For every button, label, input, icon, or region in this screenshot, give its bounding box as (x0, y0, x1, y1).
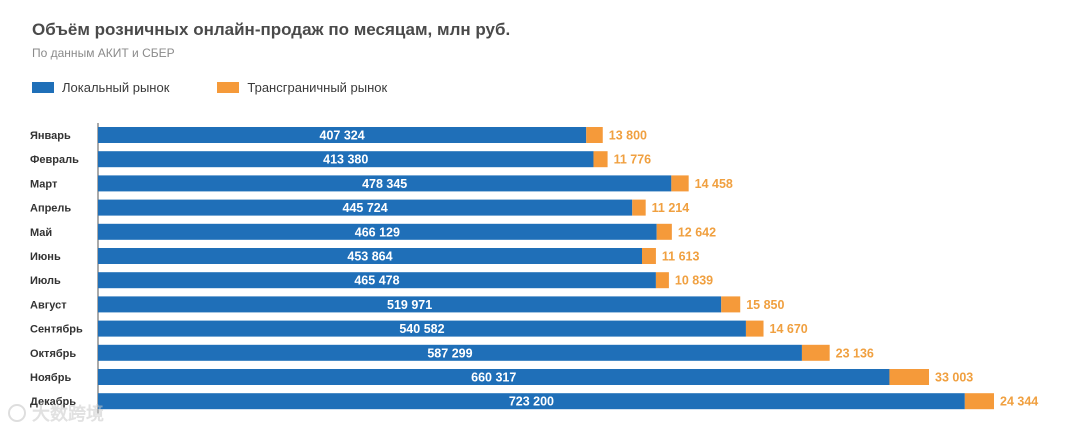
value-label-cross: 11 214 (652, 201, 690, 215)
category-label: Июль (30, 275, 61, 287)
value-label-local: 413 380 (323, 153, 368, 167)
value-label-cross: 14 458 (695, 177, 733, 191)
value-label-local: 723 200 (509, 395, 554, 409)
legend-swatch-local (32, 82, 54, 93)
value-label-cross: 13 800 (609, 129, 647, 143)
bar-local (98, 393, 965, 410)
bar-cross (593, 151, 608, 168)
bar-local (98, 151, 594, 168)
bar-local (98, 248, 642, 264)
value-label-local: 466 129 (355, 225, 400, 239)
chart-legend: Локальный рынок Трансграничный рынок (32, 80, 435, 95)
category-label: Февраль (30, 154, 79, 166)
value-label-cross: 11 613 (662, 250, 700, 264)
legend-item-local: Локальный рынок (32, 80, 169, 95)
value-label-local: 445 724 (343, 201, 388, 215)
value-label-cross: 23 136 (836, 346, 874, 360)
value-label-cross: 12 642 (678, 225, 716, 239)
category-label: Апрель (30, 203, 71, 215)
bar-cross (801, 344, 830, 361)
value-label-local: 407 324 (320, 129, 365, 143)
bar-cross (655, 272, 669, 289)
category-label: Сентябрь (30, 324, 83, 336)
value-label-cross: 33 003 (935, 371, 973, 385)
bar-cross (889, 369, 930, 385)
watermark-text: 大数跨境 (32, 404, 104, 424)
bar-local (98, 223, 657, 240)
value-label-local: 587 299 (427, 346, 472, 360)
bar-cross (586, 127, 603, 143)
value-label-local: 540 582 (399, 322, 444, 336)
bar-local (98, 296, 722, 313)
category-label: Март (30, 178, 58, 190)
logo-circle-icon (8, 404, 26, 422)
value-label-local: 519 971 (387, 298, 432, 312)
bar-cross (964, 393, 994, 410)
legend-label-cross: Трансграничный рынок (247, 80, 388, 95)
category-label: Октябрь (30, 348, 76, 360)
value-label-local: 478 345 (362, 177, 407, 191)
value-label-cross: 15 850 (746, 298, 784, 312)
bar-cross (641, 248, 656, 264)
category-label: Январь (30, 130, 71, 142)
bar-cross (632, 199, 646, 216)
category-label: Август (30, 299, 67, 311)
bar-cross (745, 320, 764, 337)
value-label-local: 453 864 (347, 250, 392, 264)
bar-cross (656, 223, 672, 240)
value-label-local: 465 478 (354, 274, 399, 288)
legend-label-local: Локальный рынок (62, 80, 170, 95)
category-label: Ноябрь (30, 372, 71, 384)
bar-local (98, 175, 672, 192)
bar-local (98, 272, 656, 289)
value-label-local: 660 317 (471, 371, 516, 385)
bar-local (98, 320, 746, 337)
bar-cross (671, 175, 689, 192)
value-label-cross: 14 670 (770, 322, 808, 336)
legend-item-cross: Трансграничный рынок (217, 80, 387, 95)
legend-swatch-cross (217, 82, 240, 93)
bar-local (98, 344, 802, 361)
chart-title: Объём розничных онлайн-продаж по месяцам… (32, 20, 511, 39)
category-label: Июнь (30, 251, 61, 263)
bar-cross (721, 296, 741, 313)
bar-local (98, 369, 890, 385)
category-label: Декабрь (30, 396, 76, 408)
watermark: 大数跨境 (8, 400, 104, 426)
category-label: Май (30, 227, 52, 239)
bar-local (98, 127, 587, 143)
value-label-cross: 10 839 (675, 274, 713, 288)
value-label-cross: 11 776 (614, 153, 652, 167)
value-label-cross: 24 344 (1000, 395, 1038, 409)
bar-local (98, 199, 633, 216)
chart-subtitle: По данным АКИТ и СБЕР (32, 46, 175, 60)
